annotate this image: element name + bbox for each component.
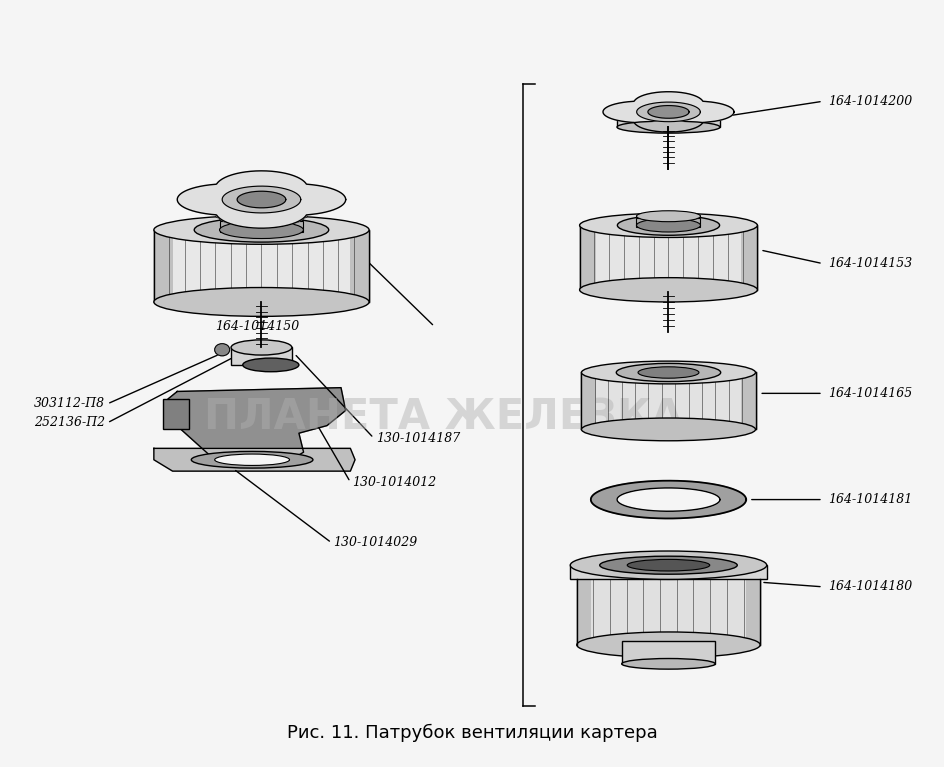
Bar: [580, 225, 597, 290]
Polygon shape: [648, 106, 689, 118]
Bar: [577, 565, 591, 645]
Ellipse shape: [220, 221, 303, 239]
Ellipse shape: [154, 216, 369, 244]
Bar: [582, 373, 755, 430]
Bar: [220, 221, 303, 232]
Polygon shape: [591, 481, 746, 518]
Ellipse shape: [617, 121, 720, 133]
Bar: [570, 565, 767, 579]
Text: 130-1014012: 130-1014012: [352, 476, 436, 489]
Ellipse shape: [627, 559, 710, 571]
Polygon shape: [168, 387, 346, 467]
Text: 164-1014150: 164-1014150: [214, 320, 299, 333]
Polygon shape: [222, 186, 301, 213]
Text: 130-1014187: 130-1014187: [376, 432, 460, 445]
Ellipse shape: [616, 364, 720, 382]
Bar: [163, 399, 190, 430]
Ellipse shape: [599, 556, 737, 574]
Ellipse shape: [220, 212, 303, 225]
Ellipse shape: [617, 216, 719, 235]
Text: 164-1014153: 164-1014153: [829, 257, 913, 270]
Bar: [746, 565, 760, 645]
Bar: [622, 641, 716, 663]
Text: 252136-П2: 252136-П2: [34, 416, 105, 430]
Circle shape: [214, 344, 229, 356]
Bar: [636, 218, 700, 227]
Text: Рис. 11. Патрубок вентиляции картера: Рис. 11. Патрубок вентиляции картера: [287, 723, 657, 742]
Ellipse shape: [243, 358, 299, 372]
Bar: [231, 347, 292, 365]
Bar: [154, 230, 173, 302]
Polygon shape: [617, 488, 720, 512]
Bar: [577, 565, 760, 645]
Text: 164-1014180: 164-1014180: [829, 581, 913, 594]
Ellipse shape: [638, 367, 699, 378]
Bar: [617, 118, 720, 127]
Ellipse shape: [580, 278, 757, 302]
Bar: [580, 225, 757, 290]
Polygon shape: [154, 449, 355, 471]
Ellipse shape: [580, 213, 757, 238]
Ellipse shape: [582, 361, 755, 384]
Ellipse shape: [636, 219, 700, 232]
Ellipse shape: [577, 632, 760, 658]
Ellipse shape: [622, 659, 716, 669]
Bar: [350, 230, 369, 302]
Polygon shape: [603, 92, 734, 132]
Polygon shape: [177, 171, 346, 229]
Bar: [740, 225, 757, 290]
Ellipse shape: [582, 418, 755, 441]
Text: ПЛАНЕТА ЖЕЛЕЗКА: ПЛАНЕТА ЖЕЛЕЗКА: [204, 397, 683, 439]
Polygon shape: [237, 191, 286, 208]
Bar: [582, 373, 597, 430]
Bar: [154, 230, 369, 302]
Polygon shape: [636, 102, 700, 122]
Text: 164-1014200: 164-1014200: [829, 95, 913, 108]
Text: 164-1014181: 164-1014181: [829, 493, 913, 506]
Ellipse shape: [214, 454, 290, 466]
Text: 164-1014165: 164-1014165: [829, 387, 913, 400]
Bar: [740, 373, 755, 430]
Ellipse shape: [154, 288, 369, 316]
Ellipse shape: [194, 218, 329, 242]
Text: 303112-П8: 303112-П8: [34, 397, 105, 410]
Ellipse shape: [216, 211, 307, 222]
Ellipse shape: [231, 340, 292, 355]
Ellipse shape: [636, 211, 700, 222]
Ellipse shape: [570, 551, 767, 579]
Ellipse shape: [192, 452, 313, 468]
Text: 130-1014029: 130-1014029: [333, 536, 418, 549]
